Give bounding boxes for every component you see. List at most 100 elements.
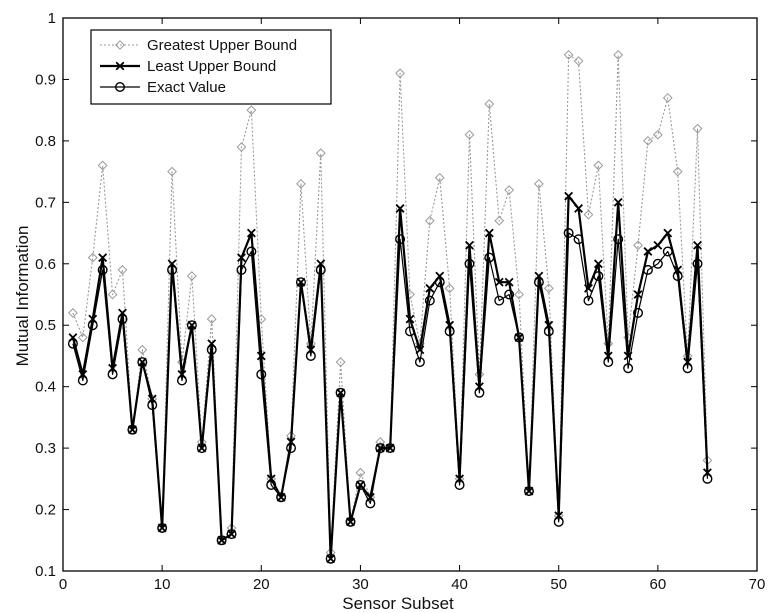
- data-point: [484, 228, 494, 238]
- data-point: [335, 357, 346, 367]
- data-point: [147, 400, 158, 411]
- data-point: [186, 271, 197, 281]
- data-point: [583, 295, 594, 306]
- data-point: [613, 197, 623, 207]
- data-point: [533, 277, 544, 288]
- legend-marker: [114, 81, 125, 92]
- y-tick-label: 0.4: [35, 379, 56, 396]
- legend-label: Exact Value: [147, 79, 226, 96]
- data-point: [77, 375, 88, 386]
- data-point: [672, 166, 683, 177]
- data-point: [256, 369, 267, 380]
- series-greatest-upper-bound: [68, 49, 713, 558]
- data-point: [514, 289, 524, 300]
- data-point: [643, 247, 653, 256]
- y-tick-label: 0.6: [35, 256, 56, 273]
- data-point: [613, 49, 624, 60]
- data-point: [68, 308, 78, 318]
- data-point: [434, 277, 445, 288]
- data-point: [176, 375, 187, 386]
- data-point: [642, 264, 653, 275]
- plot-frame: [62, 17, 758, 572]
- data-point: [464, 258, 475, 269]
- data-point: [87, 252, 98, 263]
- data-point: [484, 99, 495, 109]
- data-point: [484, 252, 495, 263]
- data-point: [454, 479, 465, 490]
- data-point: [702, 473, 713, 484]
- data-point: [246, 246, 257, 257]
- data-point: [206, 344, 217, 355]
- data-point: [633, 307, 644, 318]
- data-point: [692, 258, 703, 269]
- plot-area: [67, 49, 713, 564]
- data-point: [504, 185, 515, 195]
- data-point: [573, 234, 584, 245]
- data-point: [127, 424, 138, 435]
- legend-label: Least Upper Bound: [147, 58, 276, 75]
- data-point: [355, 479, 366, 490]
- data-point: [226, 529, 237, 540]
- data-point: [494, 215, 505, 226]
- legend-marker: [115, 61, 125, 71]
- data-point: [494, 295, 505, 306]
- data-point: [543, 326, 554, 337]
- data-point: [464, 129, 475, 140]
- data-point: [315, 264, 326, 275]
- data-point: [662, 246, 673, 257]
- data-point: [593, 259, 603, 269]
- y-axis-label: Mutual Information: [13, 226, 32, 367]
- data-point: [405, 314, 415, 324]
- data-point: [652, 258, 663, 269]
- legend-entry: Least Upper Bound: [100, 58, 276, 75]
- data-point: [434, 172, 445, 183]
- data-point: [97, 160, 108, 171]
- data-point: [305, 350, 316, 361]
- data-point: [365, 498, 376, 509]
- data-point: [682, 363, 693, 374]
- x-axis-label: Sensor Subset: [342, 594, 454, 613]
- data-point: [633, 240, 643, 251]
- data-point: [206, 314, 217, 324]
- data-point: [583, 209, 594, 220]
- data-point: [286, 443, 297, 454]
- data-point: [623, 363, 634, 374]
- data-point: [335, 387, 346, 398]
- data-point: [465, 240, 474, 250]
- data-point: [117, 314, 128, 325]
- data-point: [514, 332, 525, 343]
- data-point: [533, 178, 544, 189]
- data-point: [425, 283, 435, 293]
- data-point: [424, 295, 435, 306]
- series-least-upper-bound: [68, 191, 712, 564]
- data-point: [167, 166, 177, 177]
- data-point: [395, 68, 405, 79]
- data-point: [653, 240, 663, 250]
- data-point: [216, 535, 227, 546]
- data-point: [117, 265, 128, 275]
- x-tick-label: 0: [59, 576, 67, 593]
- x-tick-label: 40: [451, 576, 468, 593]
- data-point: [246, 228, 256, 238]
- data-point: [236, 264, 247, 275]
- data-point: [663, 228, 673, 238]
- y-tick-label: 0.9: [35, 71, 56, 88]
- legend: Greatest Upper Bound Least Upper Bound Exa…: [90, 29, 332, 105]
- legend-marker: [115, 40, 125, 50]
- data-point: [395, 204, 405, 213]
- x-tick-label: 50: [550, 576, 567, 593]
- x-tick-label: 20: [253, 576, 270, 593]
- y-tick-label: 0.3: [35, 440, 56, 457]
- data-point: [236, 142, 247, 152]
- x-tick-label: 10: [154, 576, 171, 593]
- data-point: [474, 387, 485, 398]
- data-point: [77, 332, 88, 343]
- y-tick-label: 0.7: [35, 194, 56, 211]
- data-point: [296, 178, 306, 189]
- data-point: [345, 516, 356, 527]
- data-point: [157, 522, 168, 533]
- data-point: [107, 369, 118, 380]
- data-point: [444, 326, 455, 337]
- data-point: [662, 92, 673, 103]
- legend-entry: Greatest Upper Bound: [100, 37, 297, 54]
